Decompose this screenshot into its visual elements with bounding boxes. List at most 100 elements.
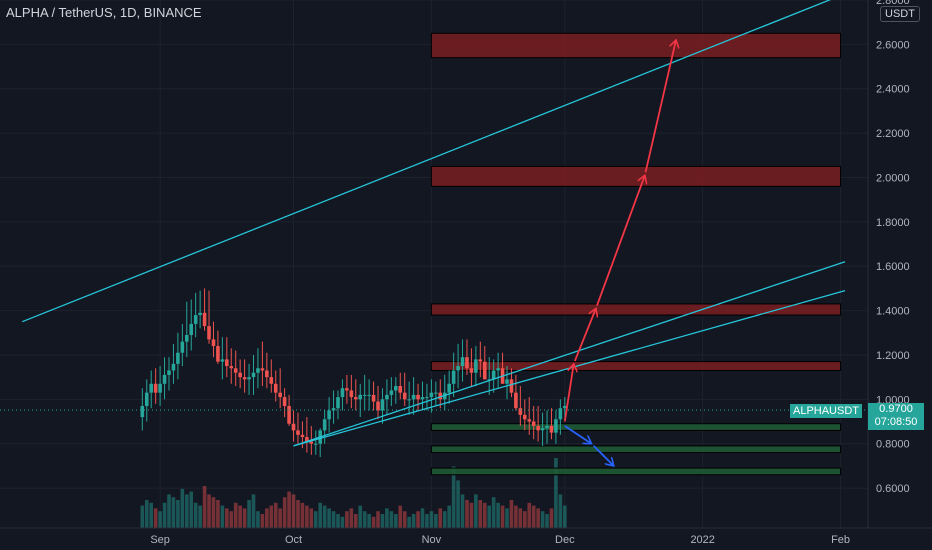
candle-body: [158, 383, 162, 393]
volume-bar: [158, 511, 162, 528]
candle-body: [540, 428, 545, 431]
volume-bar: [487, 505, 492, 528]
volume-bar: [144, 500, 149, 528]
candle-body: [362, 394, 367, 396]
price-tick-label: 1.6000: [876, 261, 910, 273]
candle-body: [358, 394, 363, 400]
candle-body: [220, 359, 225, 362]
price-tick-label: 1.4000: [876, 306, 910, 318]
volume-bar: [162, 502, 167, 528]
resistance-zone: [430, 32, 842, 59]
candle-body: [340, 388, 345, 398]
symbol-price-label: ALPHAUSDT: [790, 404, 862, 418]
time-tick-label: Dec: [555, 534, 575, 546]
volume-bar: [313, 511, 318, 528]
candle-body: [162, 374, 167, 384]
volume-bar: [460, 494, 465, 528]
volume-bar: [211, 497, 216, 528]
volume-bar: [563, 505, 567, 528]
volume-bar: [456, 480, 460, 528]
support-zone: [430, 445, 842, 454]
candle-body: [434, 392, 438, 394]
candle-body: [180, 341, 185, 353]
volume-bar: [469, 502, 474, 528]
volume-bar: [238, 505, 242, 528]
candle-body: [509, 379, 514, 393]
candle-body: [193, 315, 198, 324]
volume-bar: [340, 516, 345, 528]
last-price-label: 0.9700 07:08:50: [868, 403, 924, 430]
candle-body: [265, 370, 269, 378]
volume-bar: [558, 494, 563, 528]
volume-bar: [367, 514, 371, 528]
volume-bar: [220, 505, 225, 528]
price-zones: [430, 32, 842, 476]
candle-body: [491, 370, 496, 380]
volume-bar: [225, 508, 229, 528]
chart-title: ALPHA / TetherUS, 1D, BINANCE: [6, 5, 202, 20]
volume-bar: [336, 514, 340, 528]
volume-bar: [140, 505, 145, 528]
volume-bars: [140, 458, 567, 528]
volume-bar: [545, 514, 549, 528]
candle-body: [225, 359, 229, 367]
time-tick-label: Sep: [150, 534, 170, 546]
candle-body: [171, 363, 176, 371]
candle-body: [336, 397, 340, 409]
candle-body: [558, 408, 563, 420]
volume-bar: [491, 497, 496, 528]
volume-bar: [278, 508, 282, 528]
candle-body: [269, 377, 274, 384]
price-tick-label: 2.2000: [876, 128, 910, 140]
volume-bar: [478, 500, 483, 528]
volume-bar: [309, 508, 314, 528]
candle-body: [474, 359, 478, 373]
candle-body: [238, 372, 242, 378]
candle-body: [184, 334, 189, 342]
volume-bar: [371, 516, 376, 528]
volume-bar: [434, 514, 438, 528]
time-axis[interactable]: Sep Oct Nov Dec 2022 Feb: [150, 534, 850, 546]
volume-bar: [327, 508, 331, 528]
volume-bar: [193, 502, 198, 528]
volume-bar: [540, 511, 545, 528]
volume-bar: [198, 505, 202, 528]
volume-bar: [500, 505, 505, 528]
candle-body: [251, 372, 256, 378]
candle-body: [451, 370, 456, 384]
candle-body: [411, 394, 416, 400]
candle-body: [287, 405, 291, 424]
candle-body: [313, 443, 318, 445]
price-tick-label: 1.8000: [876, 217, 910, 229]
candle-body: [514, 392, 518, 409]
volume-bar: [296, 500, 300, 528]
candle-body: [216, 346, 220, 362]
candle-body: [545, 425, 549, 429]
volume-bar: [380, 514, 385, 528]
volume-bar: [229, 511, 234, 528]
projection-up-arrow: [563, 364, 574, 422]
candle-body: [282, 397, 287, 406]
candle-body: [518, 408, 523, 415]
volume-bar: [345, 511, 349, 528]
volume-bar: [176, 500, 180, 528]
volume-bar: [527, 502, 532, 528]
volume-bar: [509, 500, 514, 528]
candle-body: [273, 383, 278, 393]
candle-body: [144, 392, 149, 406]
volume-bar: [398, 505, 403, 528]
candle-body: [345, 388, 349, 391]
candle-body: [260, 368, 265, 371]
candle-body: [211, 339, 216, 347]
candle-body: [349, 390, 354, 398]
volume-bar: [251, 494, 256, 528]
currency-badge[interactable]: USDT: [880, 6, 920, 22]
volume-bar: [411, 514, 416, 528]
volume-bar: [242, 508, 247, 528]
volume-bar: [247, 500, 251, 528]
volume-bar: [362, 511, 367, 528]
volume-bar: [282, 497, 287, 528]
volume-bar: [385, 508, 389, 528]
volume-bar: [407, 516, 411, 528]
